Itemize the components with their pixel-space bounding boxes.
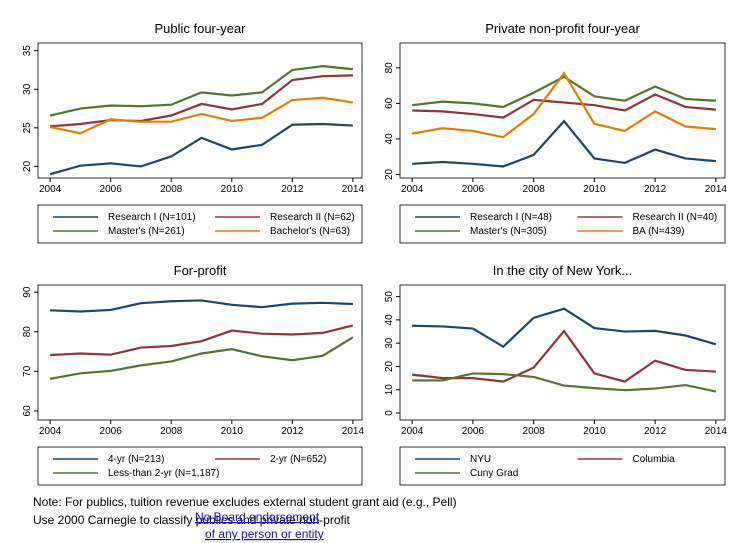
series-line [49, 336, 354, 380]
x-tick-label: 2012 [281, 184, 304, 195]
y-tick-label: 50 [384, 291, 395, 303]
x-tick-label: 2014 [705, 184, 728, 195]
x-tick-label: 2006 [462, 184, 485, 195]
x-tick-label: 2008 [160, 184, 183, 195]
x-tick-label: 2014 [342, 426, 365, 437]
x-tick-label: 2008 [523, 184, 546, 195]
x-tick-label: 2006 [462, 426, 485, 437]
panel-title: Public four-year [154, 21, 246, 36]
legend-box [37, 204, 363, 244]
series-line [50, 74, 353, 128]
series-line [50, 324, 354, 357]
x-tick-label: 2008 [160, 426, 183, 437]
legend-box [37, 446, 363, 486]
panel-title: Private non-profit four-year [485, 21, 640, 36]
panel-title: For-profit [174, 263, 227, 278]
legend-box [399, 204, 726, 244]
series-line [412, 119, 716, 168]
legend-box [399, 446, 726, 486]
legend-label: NYU [470, 454, 491, 465]
legend-label: BA (N=439) [633, 226, 685, 237]
y-tick-label: 80 [384, 62, 395, 74]
x-tick-label: 2012 [281, 426, 304, 437]
x-tick-label: 2010 [221, 184, 244, 195]
x-tick-label: 2010 [583, 426, 606, 437]
series-line [412, 93, 716, 119]
note: Use 2000 Carnegie to classify publics an… [33, 513, 351, 527]
x-tick-label: 2008 [523, 426, 546, 437]
plot-area [37, 42, 363, 179]
y-tick-label: 40 [384, 133, 395, 145]
y-tick-label: 20 [22, 160, 33, 172]
y-tick-label: 10 [384, 384, 395, 396]
y-tick-label: 30 [384, 337, 395, 349]
x-tick-label: 2006 [100, 426, 123, 437]
y-tick-label: 20 [384, 360, 395, 372]
x-tick-label: 2004 [401, 184, 424, 195]
legend-label: Research I (N=101) [108, 212, 196, 223]
series-line [412, 307, 717, 349]
y-tick-label: 80 [22, 326, 33, 338]
x-tick-label: 2014 [705, 426, 728, 437]
series-line [412, 75, 716, 109]
x-tick-label: 2012 [644, 426, 667, 437]
legend-label: Bachelor's (N=63) [270, 226, 350, 237]
legend-label: 4-yr (N=213) [108, 454, 164, 465]
panel-title: In the city of New York... [493, 263, 632, 278]
legend-label: Research II (N=40) [633, 212, 718, 223]
x-tick-label: 2004 [39, 184, 62, 195]
y-tick-label: 60 [384, 97, 395, 109]
y-tick-label: 70 [22, 365, 33, 377]
y-tick-label: 90 [22, 286, 33, 298]
legend-label: Columbia [633, 454, 676, 465]
series-line [412, 329, 716, 383]
series-line [412, 372, 717, 393]
series-line [411, 71, 716, 139]
y-tick-label: 60 [22, 405, 33, 417]
legend-label: Cuny Grad [470, 468, 518, 479]
x-tick-label: 2014 [342, 184, 365, 195]
plot-area [399, 284, 726, 421]
note: Note: For publics, tuition revenue exclu… [33, 495, 457, 509]
y-tick-label: 35 [22, 45, 33, 57]
series-line [49, 122, 353, 176]
plot-area [399, 42, 726, 179]
x-tick-label: 2010 [583, 184, 606, 195]
series-line [49, 96, 354, 135]
y-tick-label: 20 [384, 168, 395, 180]
series-line [49, 65, 354, 117]
legend-label: Research I (N=48) [470, 212, 552, 223]
y-tick-label: 0 [384, 410, 395, 416]
y-tick-label: 25 [22, 122, 33, 134]
legend-label: Master's (N=261) [108, 226, 185, 237]
x-tick-label: 2006 [100, 184, 123, 195]
legend-label: Research II (N=62) [270, 212, 355, 223]
link[interactable]: of any person or entity [205, 527, 324, 541]
x-tick-label: 2004 [39, 426, 62, 437]
x-tick-label: 2012 [644, 184, 667, 195]
legend-label: Master's (N=305) [470, 226, 547, 237]
x-tick-label: 2010 [221, 426, 244, 437]
plot-area [37, 284, 363, 421]
link[interactable]: No Board endorsement [195, 510, 320, 524]
y-tick-label: 30 [22, 83, 33, 95]
legend-label: 2-yr (N=652) [270, 454, 326, 465]
x-tick-label: 2004 [401, 426, 424, 437]
series-line [50, 299, 353, 313]
legend-label: Less-than 2-yr (N=1,187) [108, 468, 219, 479]
y-tick-label: 40 [384, 314, 395, 326]
